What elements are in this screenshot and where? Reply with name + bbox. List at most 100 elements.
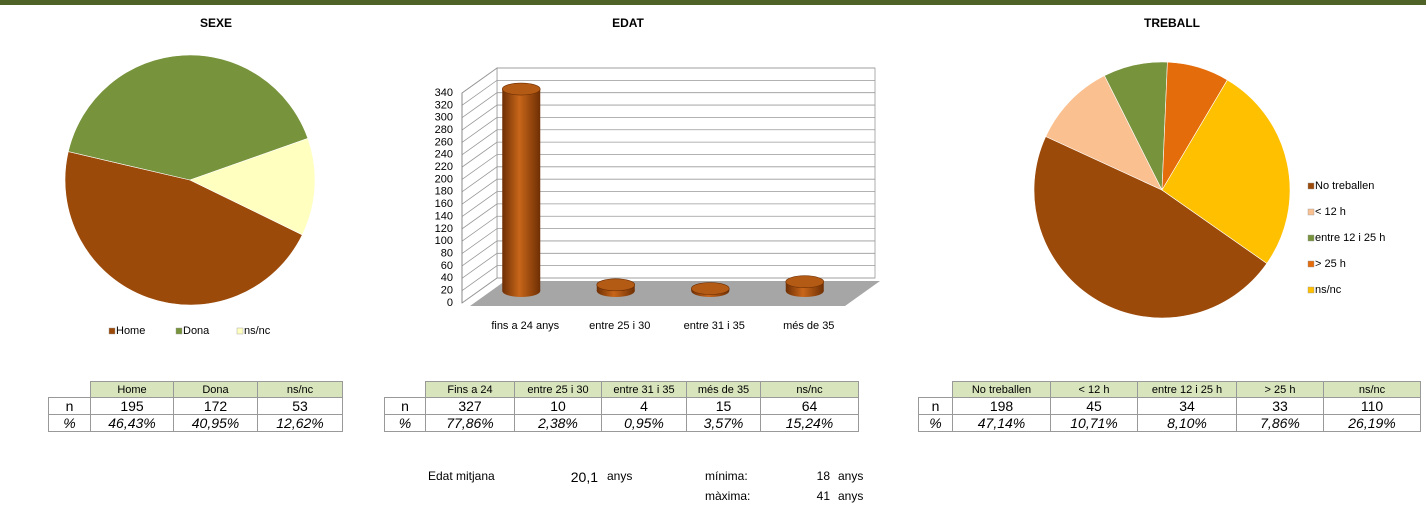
stat-text: anys xyxy=(607,469,633,483)
header-cell: ns/nc xyxy=(760,381,859,398)
legend-label: entre 12 i 25 h xyxy=(1315,232,1385,244)
grid-line xyxy=(461,178,875,205)
data-table: Fins a 24 entre 25 i 30 entre 31 i 35 més d… xyxy=(384,381,859,432)
pie-slice xyxy=(1045,75,1163,191)
table-row: % 77,86% 2,38% 0,95% 3,57% 15,24% xyxy=(384,414,859,432)
grid-line xyxy=(461,129,875,156)
stat-text: 18 xyxy=(816,469,830,483)
header-cell: > 25 h xyxy=(1236,381,1324,398)
header-cell: ns/nc xyxy=(257,381,343,398)
y-tick-label: 220 xyxy=(435,161,453,173)
value-cell: 46,43% xyxy=(90,414,174,432)
stat-text: màxima: xyxy=(705,489,751,503)
value-cell: 15 xyxy=(686,397,761,415)
y-tick-label: 240 xyxy=(435,149,453,161)
legend-swatch xyxy=(1307,234,1315,242)
header-cell: entre 12 i 25 h xyxy=(1137,381,1237,398)
bar-top xyxy=(596,278,636,292)
legend-swatch xyxy=(236,327,244,335)
legend-label: No treballen xyxy=(1315,180,1374,192)
y-tick-label: 80 xyxy=(441,247,453,259)
chart-title: TREBALL xyxy=(1144,16,1200,30)
legend-label: ns/nc xyxy=(1315,284,1342,296)
header-cell: < 12 h xyxy=(1050,381,1138,398)
stat-text: 41 xyxy=(816,489,830,503)
grid-line xyxy=(461,92,875,119)
stat-text: 20,1 xyxy=(570,469,598,485)
value-cell: 8,10% xyxy=(1137,414,1237,432)
legend-swatch xyxy=(1307,260,1315,268)
value-cell: 3,57% xyxy=(686,414,761,432)
table-row: n 198 45 34 33 110 xyxy=(918,397,1421,415)
y-tick-label: 340 xyxy=(435,87,453,99)
header-row: Home Dona ns/nc xyxy=(49,381,343,398)
legend-swatch xyxy=(1307,182,1315,190)
grid-line xyxy=(461,277,875,304)
back-wall xyxy=(496,67,876,279)
value-cell: 15,24% xyxy=(760,414,859,432)
x-tick-label: fins a 24 anys xyxy=(491,320,559,332)
pie-slice xyxy=(1033,136,1268,319)
value-cell: 10,71% xyxy=(1050,414,1138,432)
value-cell: 10 xyxy=(514,397,602,415)
legend-label: < 12 h xyxy=(1315,206,1346,218)
grid-line xyxy=(461,79,875,106)
table-row: n 195 172 53 xyxy=(48,397,343,415)
legend-swatch xyxy=(1307,286,1315,294)
y-tick-label: 260 xyxy=(435,136,453,148)
value-cell: 2,38% xyxy=(514,414,602,432)
x-tick-label: entre 25 i 30 xyxy=(589,320,650,332)
y-tick-label: 20 xyxy=(441,285,453,297)
legend-label: Dona xyxy=(183,325,210,337)
pie-slice xyxy=(64,151,303,306)
value-cell: 33 xyxy=(1236,397,1324,415)
value-cell: 198 xyxy=(952,397,1051,415)
stat-text: mínima: xyxy=(705,469,748,483)
value-cell: 34 xyxy=(1137,397,1237,415)
table-row: % 46,43% 40,95% 12,62% xyxy=(48,414,343,432)
grid-line xyxy=(461,228,875,254)
y-tick-label: 300 xyxy=(435,112,453,124)
header-row: Fins a 24 entre 25 i 30 entre 31 i 35 més d… xyxy=(385,381,859,398)
value-cell: 77,86% xyxy=(425,414,515,432)
header-cell: Dona xyxy=(173,381,258,398)
grid-line xyxy=(461,154,875,180)
grid-line xyxy=(461,104,875,131)
value-cell: 172 xyxy=(173,397,258,415)
y-tick-label: 160 xyxy=(435,198,453,210)
value-cell: 327 xyxy=(425,397,515,415)
grid-line xyxy=(461,215,875,242)
value-cell: 53 xyxy=(257,397,343,415)
table-row: n 327 10 4 15 64 xyxy=(384,397,859,415)
corner-cell xyxy=(49,382,91,398)
row-label: % xyxy=(384,414,426,432)
y-tick-label: 180 xyxy=(435,186,453,198)
y-tick-label: 200 xyxy=(435,173,453,185)
header-cell: entre 25 i 30 xyxy=(514,381,602,398)
y-tick-label: 140 xyxy=(435,210,453,222)
y-tick-label: 280 xyxy=(435,124,453,136)
y-tick-label: 0 xyxy=(447,297,453,309)
value-cell: 40,95% xyxy=(173,414,258,432)
legend-label: Home xyxy=(116,325,145,337)
grid-line xyxy=(461,203,875,230)
bar-top xyxy=(690,282,730,295)
grid-line xyxy=(461,141,875,168)
value-cell: 47,14% xyxy=(952,414,1051,432)
row-label: n xyxy=(48,397,91,415)
stat-text: anys xyxy=(838,489,864,503)
grid-line xyxy=(461,166,875,193)
y-tick-label: 60 xyxy=(441,260,453,272)
stat-text: Edat mitjana xyxy=(428,469,495,483)
y-tick-label: 40 xyxy=(441,272,453,284)
bar-top xyxy=(785,275,825,289)
value-cell: 195 xyxy=(90,397,174,415)
value-cell: 45 xyxy=(1050,397,1138,415)
legend-swatch xyxy=(1307,208,1315,216)
grid-line xyxy=(461,67,875,94)
top-bar xyxy=(0,0,1426,5)
